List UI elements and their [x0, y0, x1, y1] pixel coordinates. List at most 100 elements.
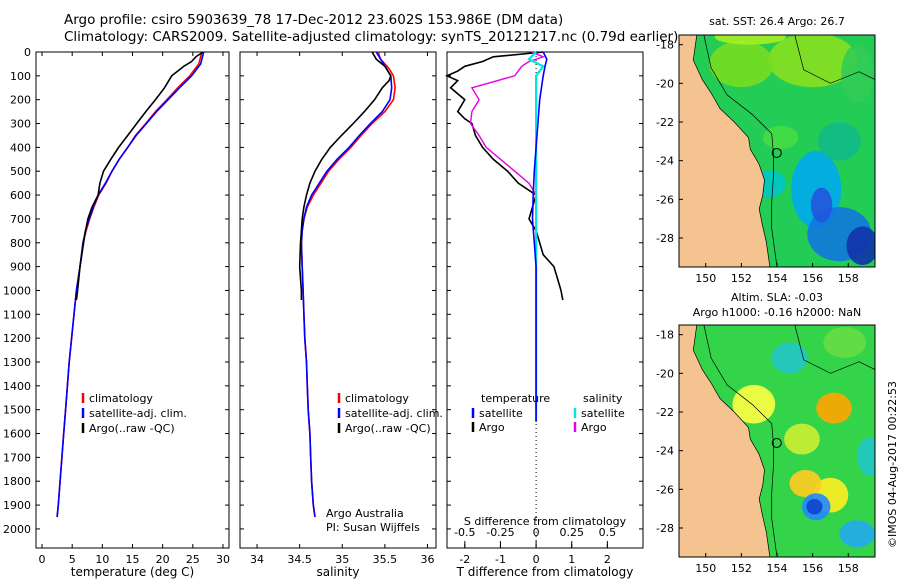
x-tick-label: 36	[420, 553, 434, 566]
x-tick-label: 0	[39, 553, 46, 566]
map-x-tick-label: 156	[802, 272, 823, 285]
t-diff-label: T difference from climatology	[456, 565, 634, 579]
y-tick-label: 1200	[3, 332, 31, 345]
x-tick-label: 20	[156, 553, 170, 566]
pi-note: PI: Susan Wijffels	[326, 521, 420, 534]
salinity-xlabel: salinity	[316, 565, 359, 579]
map-x-tick-label: 158	[838, 562, 859, 575]
y-tick-label: 1300	[3, 356, 31, 369]
s-tick-label: 0.5	[599, 526, 617, 539]
sla-map: 150 152 154 156 158 -18 -20 -22 -24 -26 -28	[656, 324, 876, 575]
x-tick-label: -2	[459, 553, 470, 566]
sla-field-patch	[771, 342, 808, 374]
x-tick-label: 30	[216, 553, 230, 566]
sla-land	[679, 325, 771, 557]
y-tick-label: 1800	[3, 475, 31, 488]
sla-depth-contour	[794, 325, 875, 374]
sst-profile-marker	[771, 147, 782, 158]
x-tick-label: 1	[568, 553, 575, 566]
salinity-plot-area	[239, 51, 437, 549]
sla-field-patch	[789, 470, 822, 498]
sla-map-title-line2: Argo h1000: -0.16 h2000: NaN	[693, 306, 862, 319]
x-tick-label: 35.5	[373, 553, 398, 566]
sst-map-title: sat. SST: 26.4 Argo: 26.7	[709, 15, 845, 28]
legend-header-salinity: salinity	[583, 392, 623, 405]
sst-field-patch	[817, 121, 861, 161]
diff-legend-t-argo-label: Argo	[479, 421, 505, 434]
map-y-tick-label: -28	[656, 522, 674, 535]
y-tick-label: 200	[10, 94, 31, 107]
y-tick-label: 0	[24, 46, 31, 59]
map-x-tick-label: 152	[731, 272, 752, 285]
s-tick-label: -0.25	[486, 526, 514, 539]
legend-header-temperature: temperature	[481, 392, 550, 405]
temperature-xlabel: temperature (deg C)	[71, 565, 194, 579]
diff-legend-s-argo-label: Argo	[581, 421, 607, 434]
y-tick-label: 900	[10, 261, 31, 274]
y-tick-label: 1400	[3, 380, 31, 393]
sst-depth-contour	[794, 35, 875, 84]
sst-depth-contour	[703, 35, 778, 267]
temperature-series-satellite	[56, 51, 205, 518]
y-tick-label: 1900	[3, 499, 31, 512]
sla-field-patch	[857, 437, 875, 476]
sla-field-patch	[806, 499, 823, 515]
y-tick-label: 1600	[3, 428, 31, 441]
y-tick-label: 1000	[3, 284, 31, 297]
map-x-tick-label: 154	[767, 272, 788, 285]
sst-field-patch	[709, 40, 774, 88]
x-tick-label: 15	[126, 553, 140, 566]
s-tick-label: 0	[533, 526, 540, 539]
copyright-stamp: ©IMOS 04-Aug-2017 00:22:53	[886, 381, 899, 548]
x-tick-label: -1	[495, 553, 506, 566]
y-tick-label: 400	[10, 141, 31, 154]
y-tick-label: 2000	[3, 523, 31, 536]
sst-field-patch	[846, 226, 875, 266]
map-x-tick-label: 154	[767, 562, 788, 575]
diff-series-t-argo	[445, 51, 564, 301]
map-y-tick-label: -20	[656, 77, 674, 90]
diff-series-t-satellite	[531, 51, 548, 422]
y-tick-label: 1700	[3, 451, 31, 464]
y-tick-label: 300	[10, 118, 31, 131]
sla-field-patch	[732, 384, 776, 424]
y-tick-label: 600	[10, 189, 31, 202]
map-y-tick-label: -20	[656, 367, 674, 380]
x-tick-label: 5	[69, 553, 76, 566]
salinity-legend-item-label: Argo(..raw -QC)	[345, 422, 431, 435]
sst-field-patch	[768, 35, 858, 88]
diff-legend-t-satellite-label: satellite	[479, 407, 523, 420]
y-tick-label: 1500	[3, 404, 31, 417]
sst-field-patch	[810, 187, 833, 223]
salinity-legend-item-label: climatology	[345, 392, 409, 405]
y-tick-label: 500	[10, 165, 31, 178]
x-tick-label: 2	[604, 553, 611, 566]
map-x-tick-label: 156	[802, 562, 823, 575]
map-y-tick-label: -18	[656, 39, 674, 52]
sst-field-patch	[762, 125, 799, 150]
map-y-tick-label: -28	[656, 232, 674, 245]
s-tick-label: 0.25	[559, 526, 584, 539]
salinity-series-argo	[298, 51, 392, 300]
map-y-tick-label: -24	[656, 445, 674, 458]
diff-legend-s-satellite-label: satellite	[581, 407, 625, 420]
sla-map-content	[679, 325, 875, 557]
salinity-series-satellite	[300, 51, 393, 518]
figure-title-line1: Argo profile: csiro 5903639_78 17-Dec-20…	[64, 12, 564, 28]
sla-field-patch	[839, 520, 875, 548]
sla-field-patch	[784, 423, 820, 455]
map-x-tick-label: 150	[695, 272, 716, 285]
sla-field-patch	[823, 326, 867, 358]
temperature-series-argo	[75, 51, 204, 301]
x-tick-label: 0	[533, 553, 540, 566]
sla-map-title-line1: Altim. SLA: -0.03	[731, 291, 823, 304]
sst-map-content	[679, 35, 875, 267]
sla-field-patch	[816, 392, 852, 424]
salinity-legend-item-label: satellite-adj. clim.	[345, 407, 443, 420]
map-y-tick-label: -18	[656, 329, 674, 342]
sst-map: 150 152 154 156 158 -18 -20 -22 -24 -26 -28	[656, 34, 876, 285]
sla-depth-contour	[703, 325, 778, 557]
s-tick-label: -0.5	[454, 526, 475, 539]
s-diff-label: S difference from climatology	[464, 515, 627, 528]
